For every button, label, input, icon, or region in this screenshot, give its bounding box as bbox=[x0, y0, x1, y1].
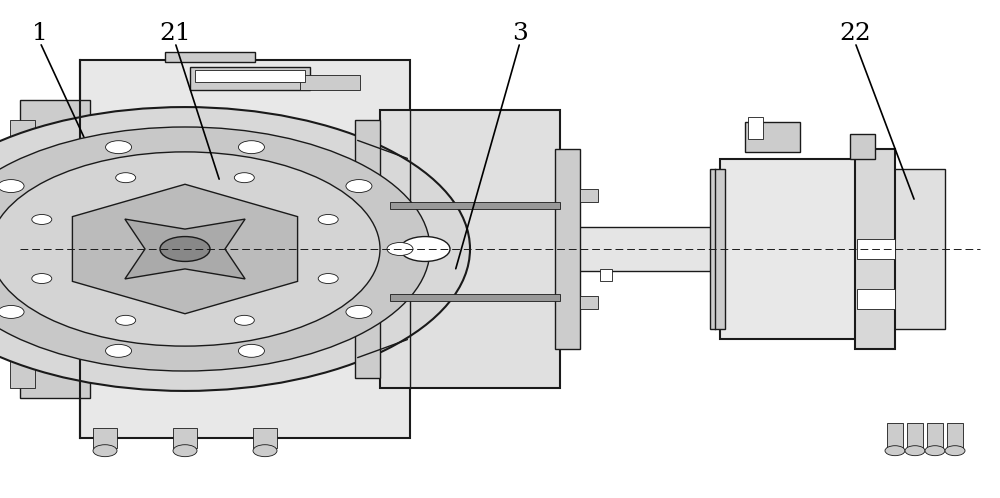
Bar bbox=[857, 239, 895, 259]
Bar bbox=[890, 169, 945, 329]
Circle shape bbox=[234, 173, 254, 183]
Bar bbox=[10, 359, 35, 388]
Bar bbox=[173, 428, 197, 448]
Bar bbox=[80, 60, 410, 438]
Circle shape bbox=[116, 173, 136, 183]
Bar bbox=[580, 296, 598, 309]
Text: 1: 1 bbox=[32, 22, 48, 45]
Bar bbox=[380, 110, 560, 388]
Circle shape bbox=[32, 215, 52, 225]
Bar bbox=[720, 159, 860, 339]
Circle shape bbox=[318, 215, 338, 225]
Circle shape bbox=[106, 344, 132, 357]
Bar bbox=[745, 122, 800, 152]
Circle shape bbox=[106, 141, 132, 154]
Circle shape bbox=[0, 180, 24, 193]
Bar bbox=[355, 120, 380, 378]
Circle shape bbox=[945, 446, 965, 456]
Bar bbox=[190, 67, 310, 90]
Bar bbox=[887, 423, 903, 448]
Bar bbox=[947, 423, 963, 448]
Text: 22: 22 bbox=[839, 22, 871, 45]
Circle shape bbox=[400, 237, 450, 261]
Bar bbox=[253, 428, 277, 448]
Bar bbox=[195, 70, 305, 82]
Bar bbox=[748, 117, 763, 139]
Circle shape bbox=[0, 107, 470, 391]
Bar bbox=[927, 423, 943, 448]
Circle shape bbox=[925, 446, 945, 456]
Circle shape bbox=[885, 446, 905, 456]
Text: 3: 3 bbox=[512, 22, 528, 45]
Bar bbox=[907, 423, 923, 448]
Bar bbox=[390, 202, 560, 209]
Circle shape bbox=[0, 152, 380, 346]
Bar bbox=[857, 289, 895, 309]
Circle shape bbox=[387, 243, 413, 255]
Bar bbox=[555, 149, 580, 349]
Circle shape bbox=[93, 445, 117, 457]
Circle shape bbox=[234, 315, 254, 325]
Circle shape bbox=[116, 315, 136, 325]
Circle shape bbox=[32, 273, 52, 283]
Bar bbox=[300, 75, 360, 90]
Circle shape bbox=[0, 305, 24, 318]
Circle shape bbox=[238, 344, 264, 357]
Circle shape bbox=[905, 446, 925, 456]
Circle shape bbox=[346, 305, 372, 318]
Circle shape bbox=[253, 445, 277, 457]
Circle shape bbox=[173, 445, 197, 457]
Bar bbox=[20, 100, 90, 398]
Bar bbox=[575, 227, 795, 271]
Bar bbox=[580, 189, 598, 202]
Bar bbox=[850, 134, 875, 159]
Circle shape bbox=[318, 273, 338, 283]
Bar bbox=[10, 120, 35, 149]
Bar bbox=[600, 269, 612, 281]
Bar bbox=[165, 52, 255, 62]
Circle shape bbox=[160, 237, 210, 261]
Text: 21: 21 bbox=[159, 22, 191, 45]
Polygon shape bbox=[125, 219, 245, 279]
Bar bbox=[390, 294, 560, 301]
Bar bbox=[855, 149, 895, 349]
Polygon shape bbox=[72, 184, 298, 314]
Circle shape bbox=[238, 141, 264, 154]
Bar bbox=[710, 169, 725, 329]
Circle shape bbox=[346, 180, 372, 193]
Bar bbox=[93, 428, 117, 448]
Circle shape bbox=[0, 127, 430, 371]
